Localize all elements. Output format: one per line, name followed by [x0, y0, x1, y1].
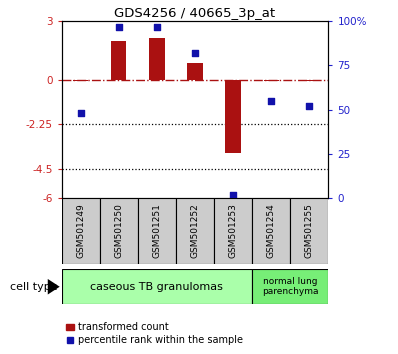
Bar: [263, 80, 279, 81]
Text: GSM501253: GSM501253: [228, 204, 238, 258]
Text: normal lung
parenchyma: normal lung parenchyma: [262, 277, 318, 296]
Point: [116, 24, 122, 29]
Point: [268, 98, 274, 104]
Bar: [62, 269, 252, 304]
Bar: [100, 198, 138, 264]
Point: [154, 24, 160, 29]
Text: GSM501255: GSM501255: [305, 204, 314, 258]
Legend: transformed count, percentile rank within the sample: transformed count, percentile rank withi…: [62, 319, 247, 349]
Text: GSM501251: GSM501251: [152, 204, 162, 258]
Text: caseous TB granulomas: caseous TB granulomas: [90, 282, 223, 292]
Bar: [214, 198, 252, 264]
Text: cell type: cell type: [10, 282, 58, 292]
Point: [230, 192, 236, 198]
Bar: [62, 198, 100, 264]
Text: GSM501254: GSM501254: [267, 204, 276, 258]
Bar: [226, 80, 241, 153]
Point: [306, 103, 312, 109]
Bar: [138, 198, 176, 264]
Bar: [290, 198, 328, 264]
Bar: [149, 38, 164, 80]
Point: [192, 50, 198, 56]
Bar: [73, 80, 88, 81]
Polygon shape: [48, 279, 60, 295]
Bar: [252, 269, 328, 304]
Bar: [176, 198, 214, 264]
Bar: [252, 198, 290, 264]
Bar: [187, 63, 203, 80]
Bar: [111, 41, 127, 80]
Text: GSM501249: GSM501249: [76, 204, 85, 258]
Text: GSM501250: GSM501250: [114, 204, 123, 258]
Title: GDS4256 / 40665_3p_at: GDS4256 / 40665_3p_at: [115, 7, 275, 20]
Point: [78, 110, 84, 116]
Bar: [302, 80, 317, 81]
Text: GSM501252: GSM501252: [191, 204, 199, 258]
